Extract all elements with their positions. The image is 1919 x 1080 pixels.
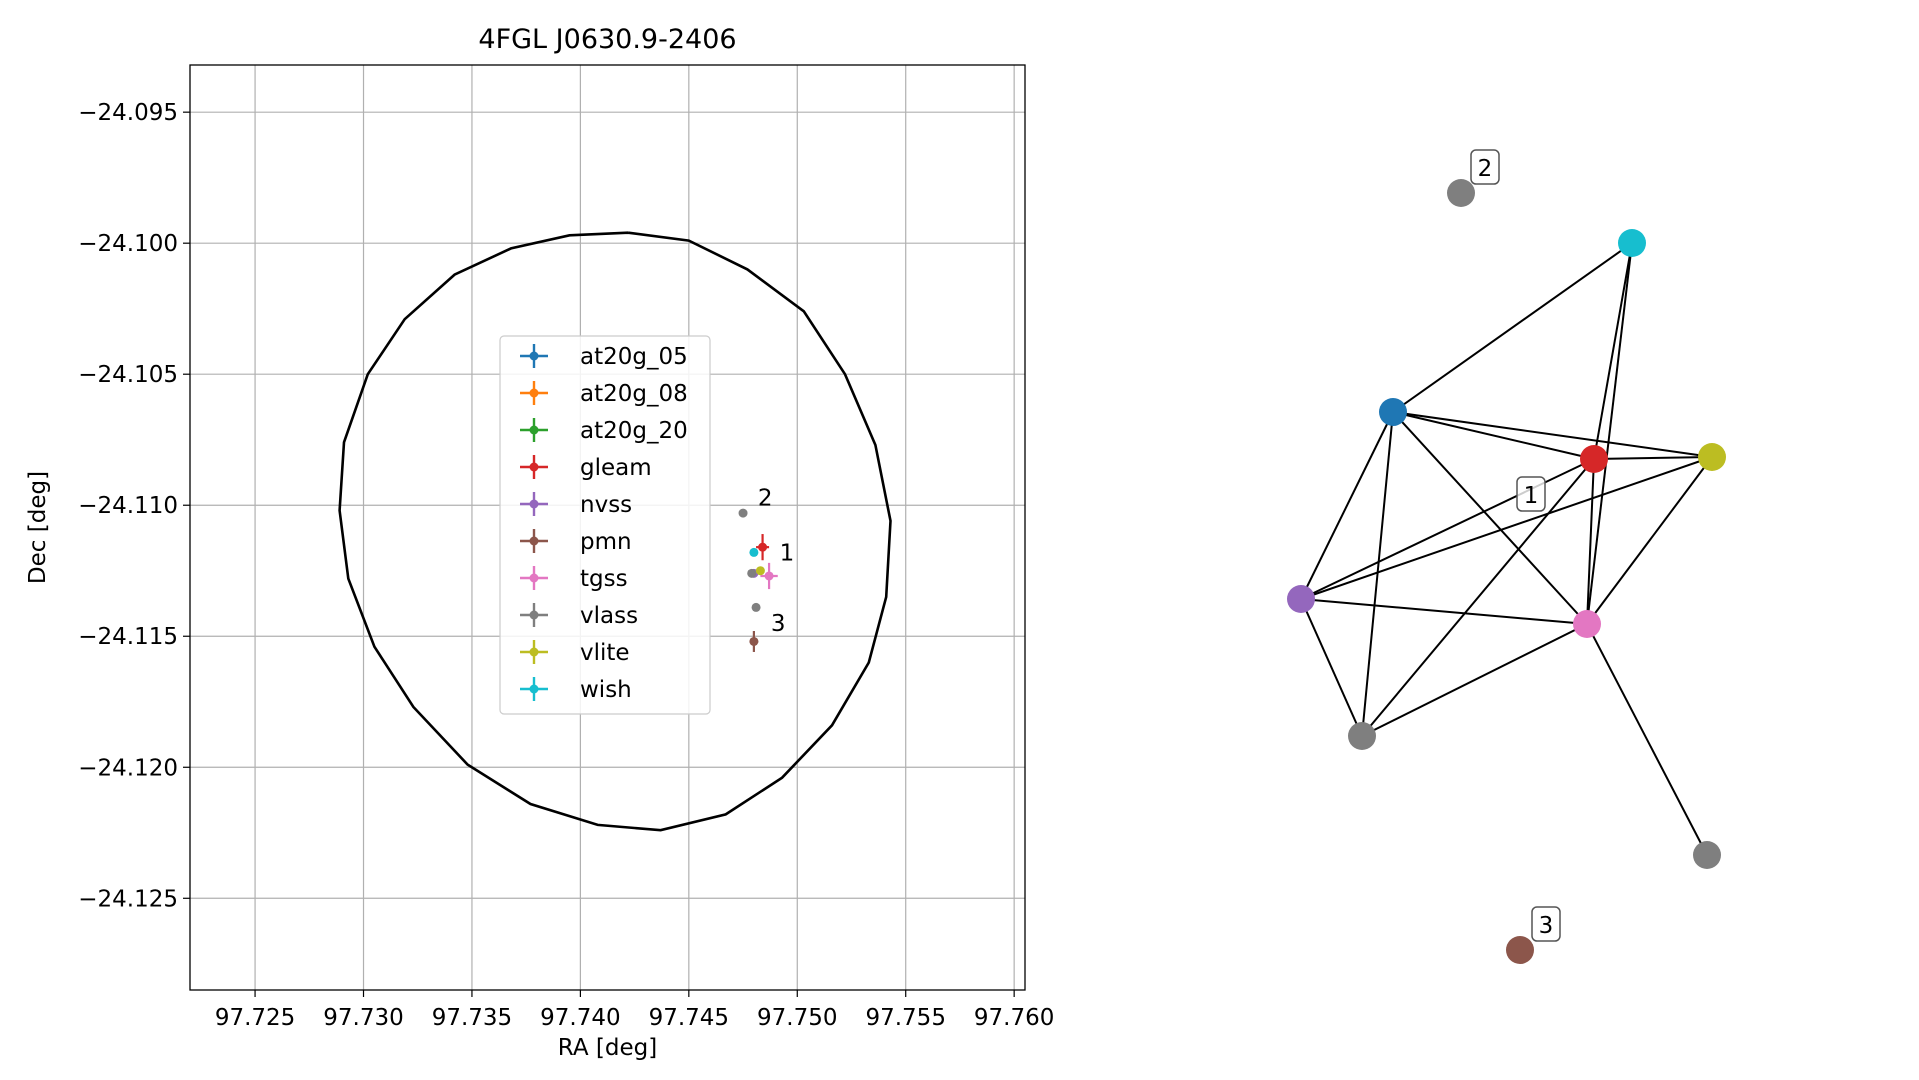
x-tick-label: 97.725 xyxy=(215,1005,295,1031)
x-tick-label: 97.755 xyxy=(865,1005,945,1031)
graph-cluster-label: 2 xyxy=(1470,149,1500,185)
y-tick-label: −24.095 xyxy=(78,100,178,126)
svg-text:1: 1 xyxy=(1524,483,1539,509)
graph-edge xyxy=(1593,456,1713,460)
data-point-tgss xyxy=(760,562,778,590)
graph-nodes xyxy=(1287,179,1726,964)
x-axis-label: RA [deg] xyxy=(558,1035,657,1061)
association-graph: 2 1 3 xyxy=(1287,149,1726,964)
data-point-vlass xyxy=(751,602,761,612)
x-tick-label: 97.750 xyxy=(757,1005,837,1031)
graph-node xyxy=(1573,610,1601,638)
graph-edge xyxy=(1300,411,1394,600)
axes-frame xyxy=(189,64,1026,991)
svg-text:3: 3 xyxy=(1539,913,1554,939)
x-tick-label: 97.740 xyxy=(540,1005,620,1031)
graph-edge xyxy=(1392,411,1588,625)
sky-position-plot: 2 1 3 97.725 97.730 97.735 97.740 97.745 97.750… xyxy=(25,24,1054,1061)
cluster-label: 3 xyxy=(771,611,786,637)
x-tick-label: 97.730 xyxy=(323,1005,403,1031)
graph-edge xyxy=(1300,456,1713,600)
graph-node xyxy=(1506,936,1534,964)
graph-node xyxy=(1698,443,1726,471)
legend-entry: pmn xyxy=(520,529,632,555)
cluster-label: 2 xyxy=(758,485,773,511)
chart-title: 4FGL J0630.9-2406 xyxy=(478,24,736,55)
legend-entry: vlite xyxy=(520,640,630,666)
y-tick-label: −24.125 xyxy=(78,886,178,912)
graph-edge xyxy=(1361,458,1595,737)
data-point-vlite xyxy=(755,566,765,576)
legend-entry: nvss xyxy=(520,492,632,518)
legend-entry: tgss xyxy=(520,566,628,592)
legend-label: pmn xyxy=(580,529,632,555)
graph-edges xyxy=(1300,242,1713,856)
data-point-pmn xyxy=(749,631,759,652)
graph-edge xyxy=(1300,458,1595,600)
legend-entry: at20g_20 xyxy=(520,418,688,444)
svg-text:2: 2 xyxy=(1478,156,1493,182)
graph-edge xyxy=(1392,411,1713,458)
legend-label: nvss xyxy=(580,492,632,518)
graph-edge xyxy=(1586,458,1595,625)
y-tick-label: −24.110 xyxy=(78,493,178,519)
graph-edge xyxy=(1361,623,1588,737)
data-point-gleam xyxy=(756,534,770,561)
cluster-label: 1 xyxy=(780,540,795,566)
legend-label: wish xyxy=(580,677,632,703)
x-tick-label: 97.735 xyxy=(432,1005,512,1031)
legend-entry: wish xyxy=(520,677,632,703)
legend-label: tgss xyxy=(580,566,628,592)
data-point-vlass xyxy=(747,568,757,578)
localization-ellipse xyxy=(338,231,892,832)
legend-label: at20g_20 xyxy=(580,418,688,444)
graph-edge xyxy=(1392,242,1633,413)
graph-labels: 2 1 3 xyxy=(1470,149,1561,942)
y-tick-label: −24.100 xyxy=(78,231,178,257)
graph-edge xyxy=(1300,598,1588,625)
legend-label: vlite xyxy=(580,640,630,666)
x-tick-label: 97.745 xyxy=(649,1005,729,1031)
graph-node xyxy=(1618,229,1646,257)
axis-ticks: 97.725 97.730 97.735 97.740 97.745 97.750 97.7… xyxy=(78,100,1054,1031)
graph-node xyxy=(1348,722,1376,750)
legend-entry: gleam xyxy=(520,455,652,481)
y-tick-label: −24.115 xyxy=(78,624,178,650)
legend-label: at20g_08 xyxy=(580,381,688,407)
y-tick-label: −24.105 xyxy=(78,362,178,388)
graph-edge xyxy=(1586,623,1708,856)
graph-edge xyxy=(1361,411,1394,737)
graph-cluster-label: 1 xyxy=(1516,476,1546,512)
data-point-wish xyxy=(749,547,759,557)
cluster-annotations: 2 1 3 xyxy=(758,485,794,637)
ellipse-layer xyxy=(338,231,892,832)
legend-label: gleam xyxy=(580,455,652,481)
source-points xyxy=(738,508,778,652)
legend-label: at20g_05 xyxy=(580,344,688,370)
x-tick-label: 97.760 xyxy=(974,1005,1054,1031)
graph-cluster-label: 3 xyxy=(1531,906,1561,942)
legend-label: vlass xyxy=(580,603,638,629)
y-axis-label: Dec [deg] xyxy=(25,471,51,584)
graph-node xyxy=(1379,398,1407,426)
legend-entry: at20g_08 xyxy=(520,381,688,407)
legend-entry: vlass xyxy=(520,603,638,629)
y-tick-label: −24.120 xyxy=(78,755,178,781)
graph-node xyxy=(1580,445,1608,473)
graph-edge xyxy=(1586,242,1633,625)
graph-edge xyxy=(1593,242,1633,460)
graph-edge xyxy=(1300,598,1363,737)
graph-node xyxy=(1287,585,1315,613)
graph-edge xyxy=(1392,411,1595,460)
data-point-vlass xyxy=(738,508,748,518)
graph-node xyxy=(1447,179,1475,207)
graph-edge xyxy=(1586,456,1713,625)
legend-entry: at20g_05 xyxy=(520,344,688,370)
legend-frame xyxy=(499,335,711,715)
graph-node xyxy=(1693,841,1721,869)
